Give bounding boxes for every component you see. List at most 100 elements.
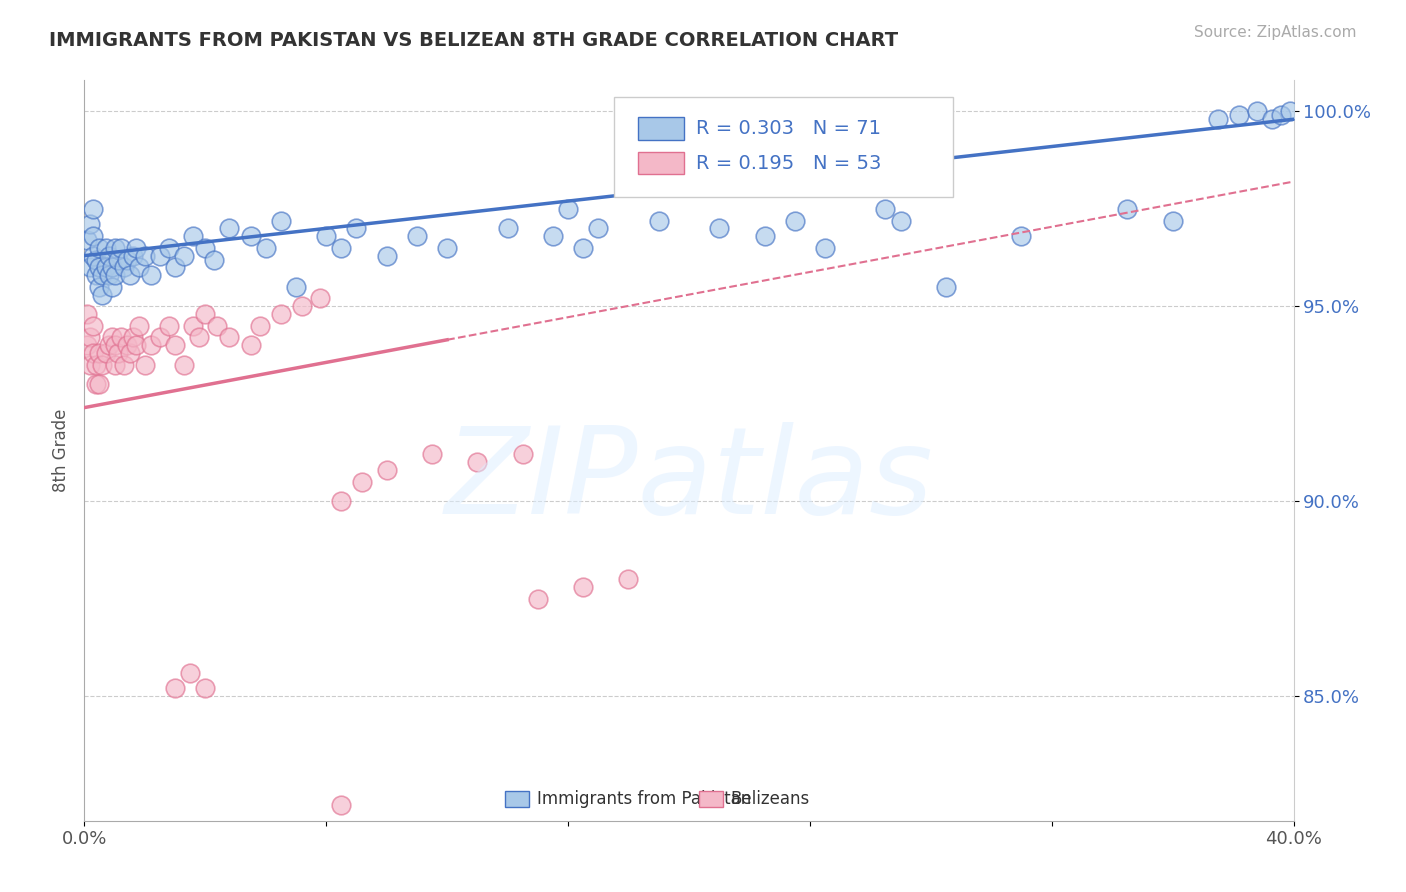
Point	[188, 330, 211, 344]
Text: Source: ZipAtlas.com: Source: ZipAtlas.com	[1194, 25, 1357, 40]
Point	[181, 318, 204, 333]
Point	[254, 241, 277, 255]
Point	[194, 307, 217, 321]
Point	[97, 338, 120, 352]
Point	[330, 798, 353, 813]
Point	[165, 338, 187, 352]
Point	[352, 475, 374, 489]
Point	[1161, 213, 1184, 227]
Point	[89, 377, 111, 392]
Text: IMMIGRANTS FROM PAKISTAN VS BELIZEAN 8TH GRADE CORRELATION CHART: IMMIGRANTS FROM PAKISTAN VS BELIZEAN 8TH…	[49, 31, 898, 50]
Text: R = 0.195   N = 53: R = 0.195 N = 53	[696, 153, 882, 173]
FancyBboxPatch shape	[638, 118, 685, 139]
Point	[94, 260, 117, 275]
Point	[112, 358, 135, 372]
Point	[94, 241, 117, 255]
Point	[291, 299, 314, 313]
Point	[179, 665, 201, 680]
Point	[104, 338, 127, 352]
Point	[512, 447, 534, 461]
Text: ZIPatlas: ZIPatlas	[444, 422, 934, 539]
Point	[285, 280, 308, 294]
Point	[218, 221, 240, 235]
Point	[100, 330, 122, 344]
Point	[588, 221, 610, 235]
Point	[89, 346, 111, 360]
Point	[330, 241, 353, 255]
Point	[79, 218, 101, 232]
Point	[128, 318, 150, 333]
Point	[406, 229, 429, 244]
Point	[572, 580, 595, 594]
Point	[375, 463, 398, 477]
Point	[76, 233, 98, 247]
Point	[890, 213, 912, 227]
Point	[91, 287, 114, 301]
Point	[118, 346, 141, 360]
Point	[91, 358, 114, 372]
Point	[97, 268, 120, 282]
Point	[181, 229, 204, 244]
Point	[617, 572, 640, 586]
Point	[82, 229, 104, 244]
Point	[97, 249, 120, 263]
Point	[110, 241, 132, 255]
Point	[125, 241, 148, 255]
Point	[94, 346, 117, 360]
Point	[1116, 202, 1139, 216]
Point	[86, 358, 108, 372]
Point	[194, 681, 217, 695]
Point	[149, 330, 172, 344]
Point	[1206, 112, 1229, 127]
Point	[82, 202, 104, 216]
Point	[1270, 108, 1292, 122]
Point	[89, 241, 111, 255]
Point	[165, 681, 187, 695]
Point	[107, 252, 129, 267]
Point	[104, 358, 127, 372]
Point	[420, 447, 443, 461]
Point	[107, 346, 129, 360]
Point	[309, 292, 332, 306]
Point	[270, 213, 292, 227]
Point	[82, 346, 104, 360]
Y-axis label: 8th Grade: 8th Grade	[52, 409, 70, 492]
Point	[100, 280, 122, 294]
Point	[79, 358, 101, 372]
Point	[1227, 108, 1250, 122]
Point	[82, 249, 104, 263]
Text: Immigrants from Pakistan: Immigrants from Pakistan	[537, 790, 751, 808]
Point	[157, 241, 180, 255]
Point	[875, 202, 897, 216]
Point	[239, 338, 262, 352]
Point	[709, 221, 731, 235]
Point	[100, 260, 122, 275]
Point	[375, 249, 398, 263]
Point	[79, 260, 101, 275]
Point	[1261, 112, 1284, 127]
FancyBboxPatch shape	[638, 153, 685, 174]
Text: Belizeans: Belizeans	[730, 790, 810, 808]
Point	[104, 268, 127, 282]
Point	[76, 307, 98, 321]
Point	[89, 280, 111, 294]
Point	[76, 338, 98, 352]
Point	[110, 330, 132, 344]
Point	[134, 249, 156, 263]
Point	[814, 241, 837, 255]
Point	[86, 268, 108, 282]
Point	[330, 494, 353, 508]
Point	[648, 213, 671, 227]
Point	[527, 591, 550, 606]
Point	[115, 252, 138, 267]
Point	[134, 358, 156, 372]
Point	[496, 221, 519, 235]
Point	[783, 213, 806, 227]
Point	[194, 241, 217, 255]
Point	[118, 268, 141, 282]
Point	[121, 330, 143, 344]
Point	[1246, 104, 1268, 119]
Point	[557, 202, 579, 216]
Point	[139, 338, 162, 352]
Point	[239, 229, 262, 244]
